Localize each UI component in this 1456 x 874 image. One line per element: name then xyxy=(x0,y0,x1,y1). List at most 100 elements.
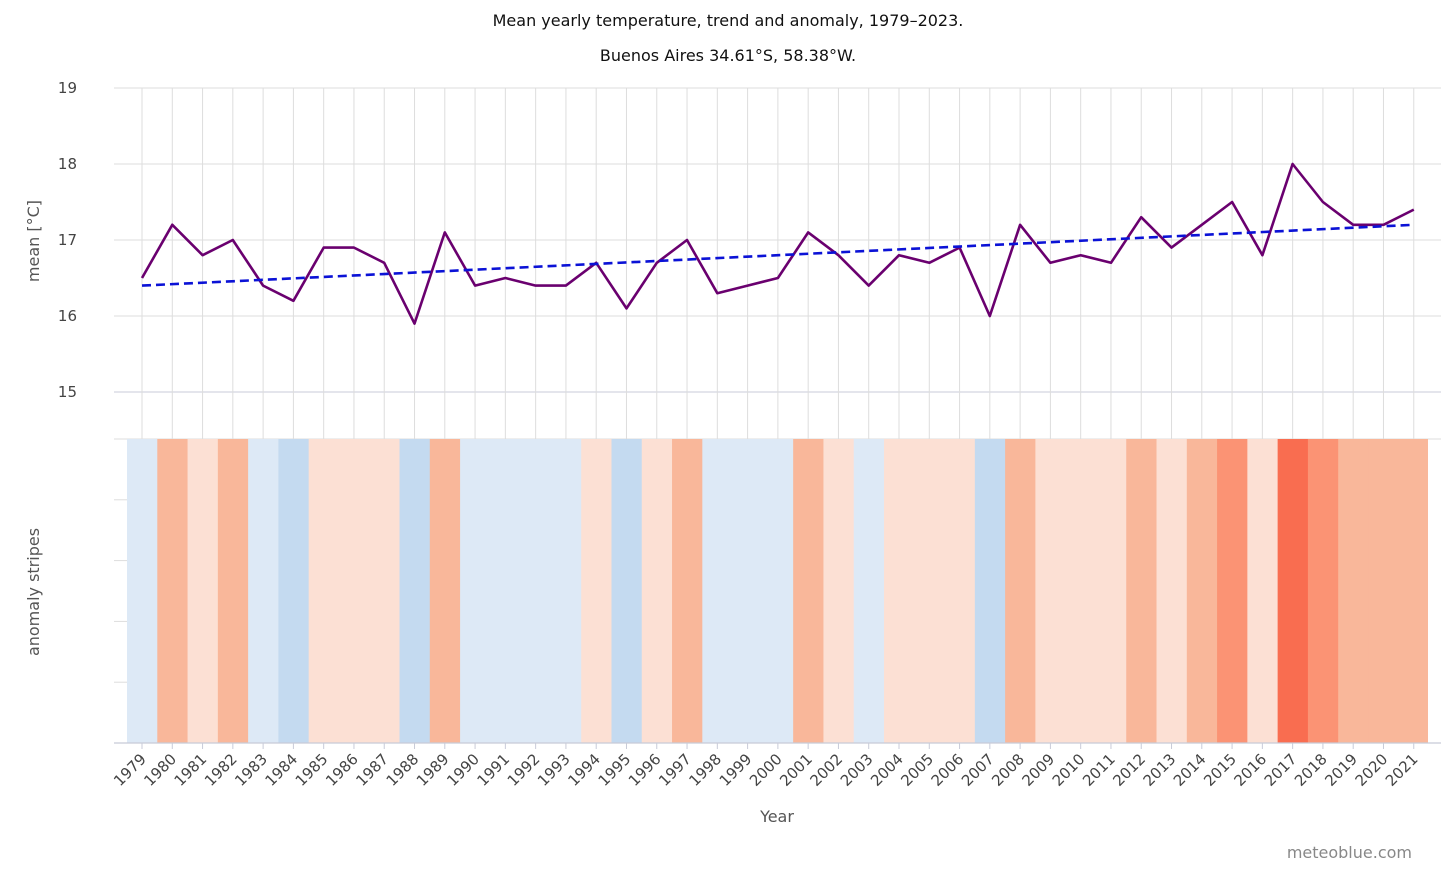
x-tick-label: 1986 xyxy=(322,750,362,790)
anomaly-stripe xyxy=(127,439,158,743)
x-tick-label: 2007 xyxy=(958,750,998,790)
stripes-axis-label: anomaly stripes xyxy=(24,528,43,656)
anomaly-stripe xyxy=(1368,439,1400,743)
x-tick-labels: 1979198019811982198319841985198619871988… xyxy=(110,750,1421,790)
anomaly-stripe xyxy=(611,439,643,743)
y-tick-label: 17 xyxy=(58,231,77,249)
x-tick-label: 1996 xyxy=(625,750,665,790)
anomaly-stripe xyxy=(278,439,310,743)
x-tick-label: 1989 xyxy=(413,750,453,790)
x-tick-label: 2011 xyxy=(1079,750,1119,790)
x-tick-label: 2003 xyxy=(837,750,877,790)
anomaly-stripe xyxy=(1217,439,1248,743)
x-tick-label: 2000 xyxy=(746,750,786,790)
y-tick-label: 19 xyxy=(58,79,77,97)
anomaly-stripe xyxy=(702,439,734,743)
anomaly-stripe xyxy=(1005,439,1036,743)
x-tick-label: 1994 xyxy=(564,750,604,790)
anomaly-stripe xyxy=(944,439,976,743)
chart-subtitle: Buenos Aires 34.61°S, 58.38°W. xyxy=(599,46,857,65)
y-tick-label: 18 xyxy=(58,155,77,173)
trend-line xyxy=(141,223,1414,287)
x-tick-label: 1991 xyxy=(473,750,513,790)
anomaly-stripe xyxy=(793,439,825,743)
series xyxy=(140,162,1415,325)
x-tick-label: 2012 xyxy=(1109,750,1149,790)
x-tick-label: 1979 xyxy=(110,750,150,790)
anomaly-stripe xyxy=(187,439,219,743)
anomaly-stripe xyxy=(490,439,522,743)
x-tick-label: 1980 xyxy=(140,750,180,790)
anomaly-stripe xyxy=(520,439,552,743)
anomaly-stripe xyxy=(217,439,249,743)
x-tick-label: 1982 xyxy=(201,750,241,790)
x-tick-label: 1988 xyxy=(383,750,423,790)
anomaly-stripe xyxy=(157,439,189,743)
anomaly-stripe xyxy=(399,439,431,743)
x-tick-label: 2002 xyxy=(807,750,847,790)
x-tick-label: 2020 xyxy=(1352,750,1392,790)
anomaly-stripe xyxy=(853,439,885,743)
x-tick-label: 2008 xyxy=(988,750,1028,790)
x-tick-label: 1992 xyxy=(504,750,544,790)
anomaly-stripe xyxy=(429,439,461,743)
anomaly-stripe xyxy=(641,439,673,743)
x-tick-label: 2019 xyxy=(1321,750,1361,790)
x-tick-label: 1999 xyxy=(716,750,756,790)
anomaly-stripe xyxy=(248,439,279,743)
anomaly-stripe xyxy=(1398,439,1428,743)
x-tick-label: 2014 xyxy=(1170,750,1210,790)
anomaly-stripe xyxy=(550,439,582,743)
x-tick-label: 2004 xyxy=(867,750,907,790)
anomaly-stripe xyxy=(672,439,703,743)
x-tick-label: 2015 xyxy=(1200,750,1240,790)
x-tick-label: 1981 xyxy=(171,750,211,790)
anomaly-stripe xyxy=(914,439,946,743)
anomaly-stripe xyxy=(884,439,915,743)
axes xyxy=(114,742,1441,749)
anomaly-stripe xyxy=(762,439,794,743)
grid xyxy=(114,87,1441,440)
x-tick-label: 2005 xyxy=(897,750,937,790)
x-tick-label: 2017 xyxy=(1261,750,1301,790)
x-tick-label: 1990 xyxy=(443,750,483,790)
y-axis-label: mean [°C] xyxy=(24,200,43,282)
y-tick-labels: 15 16 17 18 19 xyxy=(58,79,77,401)
anomaly-stripe xyxy=(1338,439,1370,743)
anomaly-stripe xyxy=(1126,439,1158,743)
x-axis-label: Year xyxy=(759,807,794,826)
x-tick-label: 1983 xyxy=(231,750,271,790)
x-tick-label: 2021 xyxy=(1382,750,1422,790)
x-tick-label: 1997 xyxy=(655,750,695,790)
anomaly-stripe xyxy=(1065,439,1097,743)
anomaly-stripe xyxy=(1156,439,1188,743)
stripe-grid xyxy=(114,499,127,683)
credit: meteoblue.com xyxy=(1286,843,1412,862)
x-tick-label: 1987 xyxy=(352,750,392,790)
anomaly-stripe xyxy=(1247,439,1279,743)
anomaly-stripe xyxy=(732,439,764,743)
anomaly-stripe xyxy=(460,439,491,743)
anomaly-stripes xyxy=(127,439,1428,743)
chart-title: Mean yearly temperature, trend and anoma… xyxy=(492,11,964,30)
mean-temperature-line xyxy=(140,162,1415,325)
x-tick-label: 2010 xyxy=(1049,750,1089,790)
x-tick-label: 1984 xyxy=(261,750,301,790)
x-tick-label: 2018 xyxy=(1291,750,1331,790)
anomaly-stripe xyxy=(974,439,1006,743)
anomaly-stripe xyxy=(581,439,613,743)
x-tick-label: 1995 xyxy=(595,750,635,790)
anomaly-stripe xyxy=(1277,439,1309,743)
anomaly-stripe xyxy=(1186,439,1218,743)
anomaly-stripe xyxy=(369,439,401,743)
x-tick-label: 2009 xyxy=(1018,750,1058,790)
anomaly-stripe xyxy=(338,439,370,743)
anomaly-stripe xyxy=(308,439,340,743)
x-tick-label: 1993 xyxy=(534,750,574,790)
x-tick-label: 2013 xyxy=(1140,750,1180,790)
x-tick-label: 1998 xyxy=(685,750,725,790)
y-tick-label: 16 xyxy=(58,307,77,325)
anomaly-stripe xyxy=(1307,439,1339,743)
anomaly-stripe xyxy=(823,439,855,743)
